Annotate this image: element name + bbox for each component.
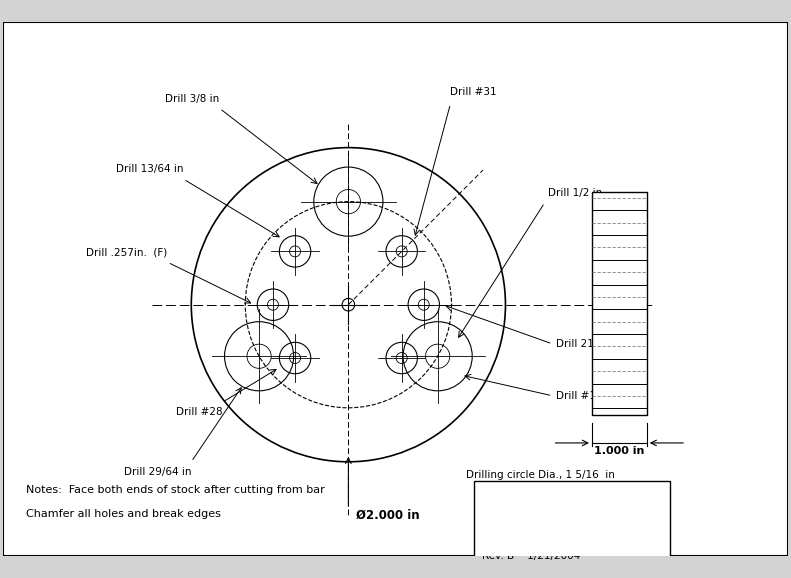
Text: Drill 21/64 in: Drill 21/64 in [556,339,623,349]
Text: Ø2.000 in: Ø2.000 in [356,509,420,522]
Text: Des. By: Pete Stanaitis: Des. By: Pete Stanaitis [482,529,600,540]
Text: 1.000 in: 1.000 in [594,446,645,456]
Text: Drill 13/64 in: Drill 13/64 in [116,164,184,175]
Text: Drilling/Tapping Block: Drilling/Tapping Block [482,487,595,497]
Text: Drill .257in.  (F): Drill .257in. (F) [86,247,168,258]
Text: Drill #19: Drill #19 [556,391,603,401]
Bar [592,191,647,414]
Text: Drill #31: Drill #31 [451,87,497,97]
Text: Drill #28: Drill #28 [176,407,223,417]
Text: Chamfer all holes and break edges: Chamfer all holes and break edges [26,509,221,519]
Text: Notes:  Face both ends of stock after cutting from bar: Notes: Face both ends of stock after cut… [26,486,325,495]
Text: Drill 3/8 in: Drill 3/8 in [165,94,220,103]
Text: Drilling circle Dia., 1 5/16  in: Drilling circle Dia., 1 5/16 in [466,470,615,480]
Text: Rev. B    1/21/2004: Rev. B 1/21/2004 [482,551,580,561]
Bar [474,481,671,567]
Text: Drill 29/64 in: Drill 29/64 in [123,466,191,476]
Text: Drill 1/2 in: Drill 1/2 in [548,188,602,198]
Text: Mat'l: 4140, annealed: Mat'l: 4140, annealed [482,508,596,518]
